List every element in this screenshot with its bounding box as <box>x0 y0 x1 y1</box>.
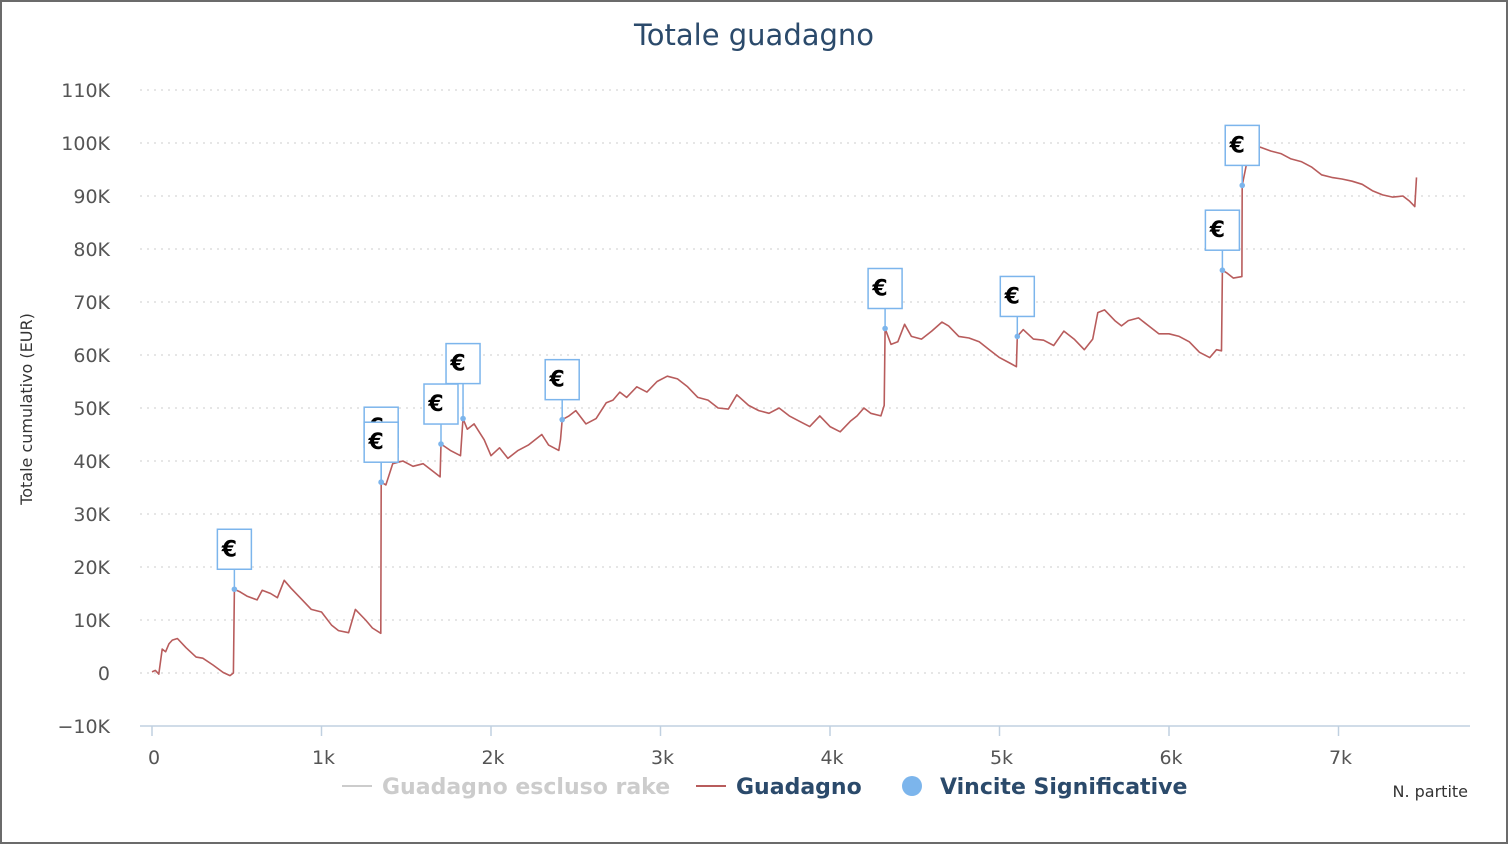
y-tick-label: 10K <box>73 610 110 632</box>
x-tick-label: 6k <box>1159 747 1182 769</box>
flag-box <box>423 383 459 425</box>
y-tick-label: 110K <box>61 80 110 102</box>
flag-label: € <box>427 392 443 417</box>
legend-label: Guadagno <box>736 775 862 800</box>
y-tick-label: −10K <box>57 716 110 738</box>
legend-item[interactable]: Guadagno <box>696 775 862 800</box>
flag-point <box>438 441 444 447</box>
x-tick-label: 1k <box>312 747 335 769</box>
y-tick-label: 50K <box>73 398 110 420</box>
flag-point <box>460 415 466 422</box>
legend-item[interactable]: Vincite Significative <box>902 775 1187 800</box>
flag-box <box>216 528 253 571</box>
flag-point <box>559 416 565 423</box>
x-tick-label: 4k <box>820 747 843 769</box>
x-axis-label: N. partite <box>1392 782 1468 801</box>
x-tick-label: 5k <box>990 747 1013 769</box>
series-lines <box>151 146 1418 677</box>
y-tick-label: 0 <box>98 663 110 685</box>
win-flag[interactable]: € <box>1224 124 1260 189</box>
win-flag[interactable]: € <box>867 267 903 332</box>
legend-label: Guadagno escluso rake <box>382 775 670 800</box>
y-tick-label: 90K <box>73 186 110 208</box>
flag-point <box>231 586 238 593</box>
flag-point <box>1014 333 1021 340</box>
flag-label: € <box>449 352 465 377</box>
y-tick-label: 60K <box>73 345 110 367</box>
flag-label: € <box>549 368 565 393</box>
flag-label: € <box>1004 284 1020 309</box>
y-tick-label: 30K <box>73 504 110 526</box>
x-axis: 0 1k 2k 3k 4k 5k 6k 7k <box>140 725 1470 769</box>
win-flag[interactable]: € <box>1204 209 1241 274</box>
flag-box <box>445 342 481 385</box>
y-tick-label: 70K <box>73 292 110 314</box>
win-flag[interactable]: € <box>544 358 580 423</box>
series-line-guadagno <box>151 146 1418 677</box>
y-tick-label: 100K <box>61 133 110 155</box>
y-tick-label: 80K <box>73 239 110 261</box>
flag-label: € <box>221 537 237 562</box>
gridlines <box>140 89 1470 674</box>
y-tick-label: 40K <box>73 451 110 473</box>
flag-box <box>999 275 1036 318</box>
legend: Guadagno escluso rake Guadagno Vincite Sig… <box>342 775 1187 800</box>
flag-box <box>1204 209 1241 251</box>
y-axis: −10K 0 10K 20K 30K 40K 50K 60K 70K 80K 90K 100K 110K <box>57 80 110 738</box>
win-flag[interactable]: € <box>363 421 399 486</box>
flag-label: € <box>871 277 887 302</box>
flag-box <box>867 267 903 310</box>
flag-box <box>363 421 399 463</box>
flag-label: € <box>1209 218 1225 243</box>
flag-point <box>1219 267 1226 274</box>
x-tick-label: 0 <box>148 747 160 769</box>
flag-label: € <box>368 430 384 455</box>
flag-point <box>1239 182 1246 189</box>
win-flag[interactable]: € <box>423 383 459 447</box>
flag-label: € <box>1229 133 1245 158</box>
flag-point <box>882 325 888 332</box>
win-flag[interactable]: € <box>999 275 1036 340</box>
win-flag[interactable]: € <box>445 342 481 422</box>
x-tick-label: 7k <box>1329 747 1352 769</box>
legend-item[interactable]: Guadagno escluso rake <box>342 775 670 800</box>
legend-marker <box>902 776 922 796</box>
chart-title: Totale guadagno <box>633 18 874 52</box>
legend-label: Vincite Significative <box>940 775 1187 800</box>
flag-box <box>1224 124 1260 167</box>
y-tick-label: 20K <box>73 557 110 579</box>
x-tick-label: 3k <box>651 747 674 769</box>
win-flag[interactable]: € <box>216 528 253 593</box>
significant-wins-flags[interactable]: €€€€€€€€€€ <box>216 124 1260 593</box>
x-tick-label: 2k <box>481 747 504 769</box>
flag-point <box>378 479 384 486</box>
flag-box <box>544 358 580 401</box>
y-axis-label: Totale cumulativo (EUR) <box>17 313 36 506</box>
